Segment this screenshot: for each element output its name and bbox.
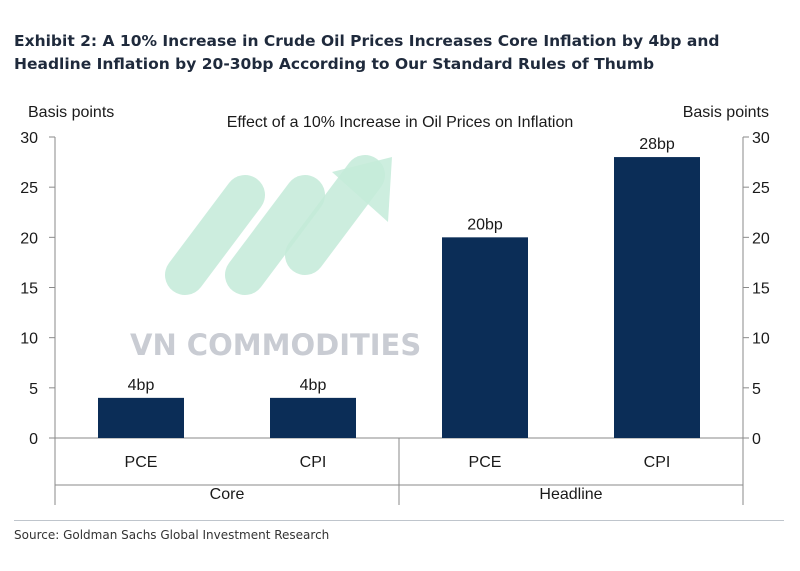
watermark-text: VN COMMODITIES — [130, 328, 421, 362]
chart-bars — [98, 157, 700, 439]
watermark-stroke — [165, 175, 265, 295]
category-label: PCE — [125, 454, 158, 471]
chart-labels: 0 0 5 5 10 10 15 15 20 20 25 25 30 30 Basis points Basi… — [20, 104, 770, 503]
watermark-stroke — [225, 175, 325, 295]
data-label: 4bp — [128, 377, 155, 394]
right-tick-label: 30 — [752, 130, 770, 147]
left-axis-title: Basis points — [28, 104, 114, 121]
left-tick-label: 5 — [29, 381, 38, 398]
right-tick-label: 0 — [752, 431, 761, 448]
data-label: 28bp — [639, 136, 675, 153]
data-label: 20bp — [467, 216, 503, 233]
right-tick-label: 5 — [752, 381, 761, 398]
chart-title: Effect of a 10% Increase in Oil Prices o… — [227, 114, 574, 131]
group-label: Core — [210, 486, 245, 503]
left-tick-label: 0 — [29, 431, 38, 448]
right-tick-label: 25 — [752, 180, 770, 197]
data-label: 4bp — [300, 377, 327, 394]
source-note: Source: Goldman Sachs Global Investment … — [14, 528, 330, 542]
right-axis-title: Basis points — [683, 104, 769, 121]
watermark: VN COMMODITIES — [130, 155, 421, 362]
right-tick-label: 15 — [752, 281, 770, 298]
bar-4 — [614, 157, 700, 439]
category-label: CPI — [300, 454, 327, 471]
group-label: Headline — [539, 486, 602, 503]
bar-3 — [442, 237, 528, 438]
category-label: PCE — [469, 454, 502, 471]
left-tick-label: 30 — [20, 130, 38, 147]
left-tick-label: 10 — [20, 331, 38, 348]
left-tick-label: 25 — [20, 180, 38, 197]
bar-1 — [98, 397, 184, 438]
watermark-arrowhead — [332, 157, 392, 222]
right-tick-label: 20 — [752, 230, 770, 247]
exhibit-title: Exhibit 2: A 10% Increase in Crude Oil P… — [14, 32, 720, 73]
left-tick-label: 20 — [20, 230, 38, 247]
category-label: CPI — [644, 454, 671, 471]
bar-2 — [270, 397, 356, 438]
source-divider — [14, 520, 784, 521]
right-tick-label: 10 — [752, 331, 770, 348]
left-tick-label: 15 — [20, 281, 38, 298]
